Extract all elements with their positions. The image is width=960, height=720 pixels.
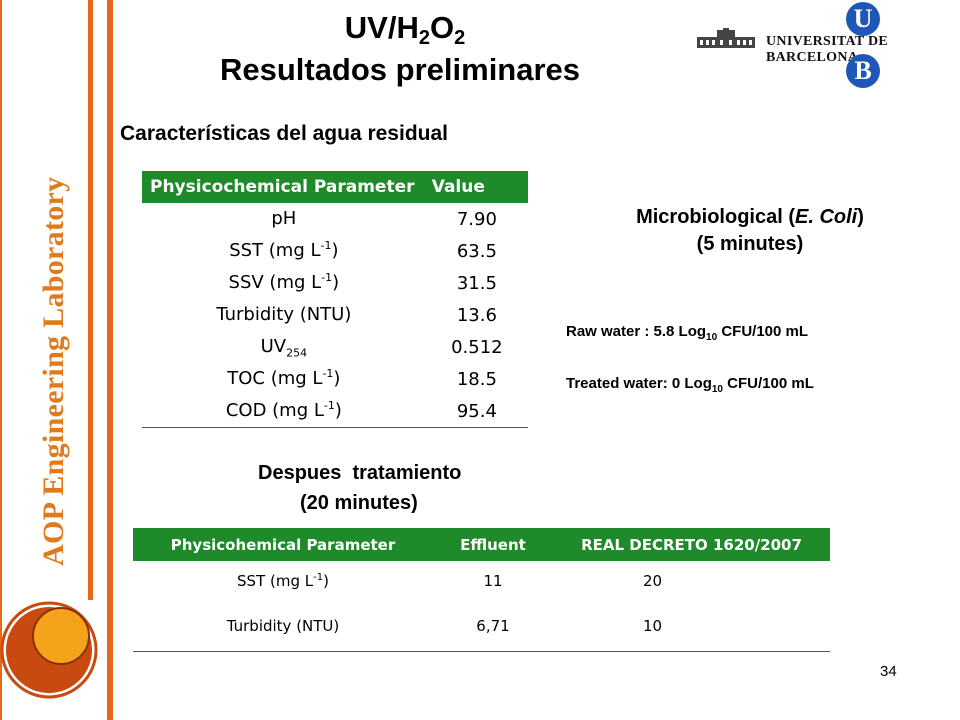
table-row: Turbidity (NTU) 13.6 xyxy=(142,299,528,331)
parameter-cell: COD (mg L-1) xyxy=(225,398,342,421)
column-header-effluent: Effluent xyxy=(433,528,553,561)
parameter-cell: SST (mg L-1) xyxy=(237,572,329,590)
microbiological-heading: Microbiological (E. Coli) (5 minutes) xyxy=(560,206,940,256)
table-header-row: Physicohemical Parameter Effluent REAL D… xyxy=(133,528,830,561)
table-header-row: Physicochemical Parameter Value xyxy=(142,171,528,203)
parameter-cell: UV254 xyxy=(260,335,308,360)
column-header-parameter: Physicohemical Parameter xyxy=(133,528,433,561)
table-row: pH 7.90 xyxy=(142,203,528,235)
parameter-cell: SST (mg L-1) xyxy=(229,238,339,261)
university-name: UNIVERSITAT DE BARCELONA xyxy=(766,34,889,65)
effluent-cell: 11 xyxy=(483,572,503,590)
logo-letter-u: U xyxy=(846,2,880,36)
parameter-cell: pH xyxy=(271,207,297,229)
left-border-stripe xyxy=(0,0,2,720)
section-heading-duration: (20 minutes) xyxy=(300,492,418,514)
orange-circles-logo xyxy=(0,601,98,699)
microbiological-heading-line2: (5 minutes) xyxy=(696,233,804,255)
value-cell: 18.5 xyxy=(456,368,497,390)
section-heading-after-treatment: Despues tratamiento xyxy=(258,462,462,484)
table-row: Turbidity (NTU) 6,71 10 xyxy=(133,601,830,651)
table-row: SST (mg L-1) 11 20 xyxy=(133,561,830,601)
lab-name-vertical: AOP Engineering Laboratory xyxy=(37,176,70,566)
orange-vertical-bar-lower xyxy=(107,0,113,720)
table-row: SSV (mg L-1) 31.5 xyxy=(142,267,528,299)
table-row: UV254 0.512 xyxy=(142,331,528,363)
wastewater-parameters-table: Physicochemical Parameter Value pH 7.90 … xyxy=(142,171,528,428)
limit-cell: 10 xyxy=(643,616,663,635)
table-row: SST (mg L-1) 63.5 xyxy=(142,235,528,267)
orange-vertical-bar xyxy=(88,0,93,600)
treated-water-result: Treated water: 0 Log10 CFU/100 mL xyxy=(566,375,814,395)
column-header-real-decreto: REAL DECRETO 1620/2007 xyxy=(553,528,830,561)
value-cell: 0.512 xyxy=(451,336,503,358)
column-header-parameter: Physicochemical Parameter xyxy=(142,171,426,203)
effluent-comparison-table: Physicohemical Parameter Effluent REAL D… xyxy=(133,528,830,652)
page-number: 34 xyxy=(880,663,897,680)
parameter-cell: Turbidity (NTU) xyxy=(226,616,340,635)
limit-cell: 20 xyxy=(643,572,663,590)
slide-title: UV/H2O2 xyxy=(344,10,466,49)
column-header-value: Value xyxy=(425,171,528,203)
table-row: TOC (mg L-1) 18.5 xyxy=(142,363,528,395)
raw-water-result: Raw water : 5.8 Log10 CFU/100 mL xyxy=(566,323,809,343)
value-cell: 95.4 xyxy=(456,400,497,422)
section-heading-characteristics: Características del agua residual xyxy=(120,122,448,145)
value-cell: 13.6 xyxy=(456,304,497,326)
logo-letter-b: B xyxy=(846,54,880,88)
parameter-cell: TOC (mg L-1) xyxy=(227,366,341,389)
value-cell: 63.5 xyxy=(456,240,497,262)
parameter-cell: Turbidity (NTU) xyxy=(216,303,352,325)
value-cell: 7.90 xyxy=(456,208,497,230)
value-cell: 31.5 xyxy=(456,272,497,294)
effluent-cell: 6,71 xyxy=(476,616,510,635)
university-building-icon xyxy=(697,28,755,48)
microbiological-heading-line1: Microbiological (E. Coli) xyxy=(636,206,864,228)
parameter-cell: SSV (mg L-1) xyxy=(228,270,340,293)
table-row: COD (mg L-1) 95.4 xyxy=(142,395,528,428)
slide-subtitle: Resultados preliminares xyxy=(219,52,581,87)
